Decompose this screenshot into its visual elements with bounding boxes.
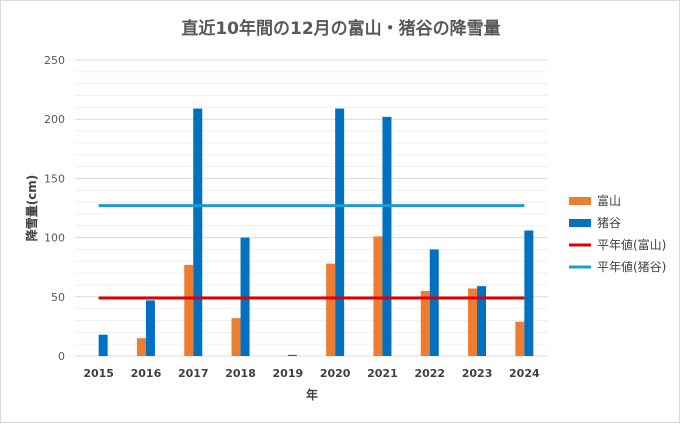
y-tick-label: 250 xyxy=(44,54,65,67)
bar-富山-2020 xyxy=(326,263,336,356)
y-tick-label: 150 xyxy=(44,172,65,185)
bar-猪谷-2021 xyxy=(382,116,392,356)
bar-猪谷-2019 xyxy=(287,354,297,356)
bar-富山-2016 xyxy=(136,338,146,356)
x-tick-label: 2021 xyxy=(367,367,398,380)
bar-猪谷-2022 xyxy=(429,249,439,356)
legend-label: 平年値(猪谷) xyxy=(597,259,666,274)
x-tick-label: 2023 xyxy=(462,367,493,380)
bar-猪谷-2024 xyxy=(524,230,534,356)
x-tick-label: 2018 xyxy=(225,367,256,380)
x-axis-label: 年 xyxy=(306,387,318,402)
legend-label: 平年値(富山) xyxy=(597,237,666,252)
legend-swatch xyxy=(569,219,591,227)
bar-猪谷-2015 xyxy=(98,334,108,356)
y-tick-label: 200 xyxy=(44,113,65,126)
bar-猪谷-2023 xyxy=(477,286,487,356)
x-tick-label: 2016 xyxy=(131,367,162,380)
x-tick-label: 2015 xyxy=(83,367,114,380)
bar-富山-2022 xyxy=(420,290,430,356)
chart-title: 直近10年間の12月の富山・猪谷の降雪量 xyxy=(181,18,500,39)
y-tick-label: 50 xyxy=(51,291,65,304)
x-tick-label: 2019 xyxy=(273,367,304,380)
y-tick-label: 100 xyxy=(44,232,65,245)
bar-富山-2017 xyxy=(184,264,194,356)
y-tick-label: 0 xyxy=(58,350,65,363)
x-tick-label: 2017 xyxy=(178,367,209,380)
x-tick-label: 2022 xyxy=(414,367,445,380)
x-tick-label: 2024 xyxy=(509,367,540,380)
bar-富山-2021 xyxy=(373,236,383,356)
bar-富山-2024 xyxy=(515,321,525,356)
bar-富山-2018 xyxy=(231,318,241,356)
x-axis-ticks: 2015 2016 2017 2018 2019 2020 2021 2022 2023 2024 xyxy=(83,367,540,380)
y-axis-ticks: 0 50 100 150 200 250 xyxy=(44,54,65,363)
bar-猪谷-2020 xyxy=(335,108,345,356)
y-axis-label: 降雪量(cm) xyxy=(24,175,39,242)
bars xyxy=(98,108,534,356)
average-lines xyxy=(98,204,525,300)
x-tick-label: 2020 xyxy=(320,367,351,380)
bar-富山-2023 xyxy=(468,288,478,356)
legend-label: 富山 xyxy=(597,193,621,208)
legend-swatch xyxy=(569,197,591,205)
bar-猪谷-2016 xyxy=(145,300,155,356)
bar-猪谷-2017 xyxy=(193,108,203,356)
legend-label: 猪谷 xyxy=(597,216,621,230)
